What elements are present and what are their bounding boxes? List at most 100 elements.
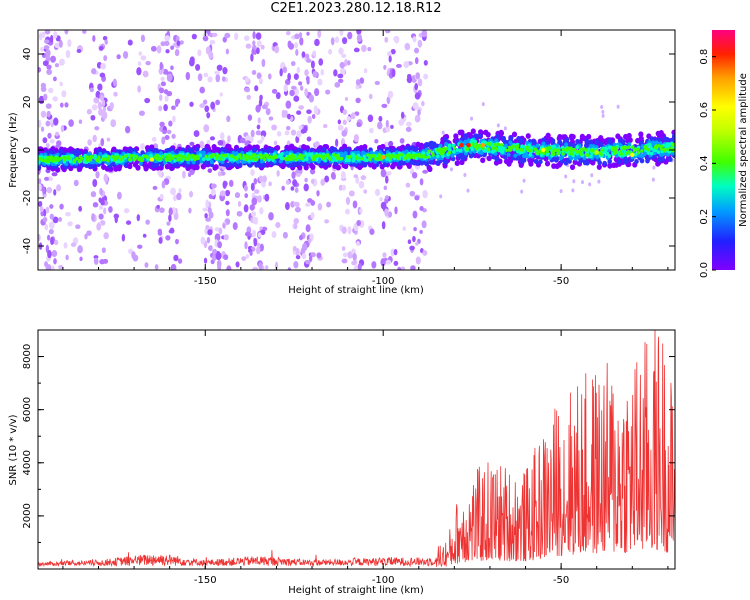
spectrogram-band-cell bbox=[116, 165, 122, 172]
spectrogram-noise-cell bbox=[359, 208, 363, 214]
spectrogram-noise-cell bbox=[279, 68, 283, 77]
spectrogram-band-cell bbox=[658, 130, 664, 136]
spectrogram-noise-cell bbox=[47, 234, 51, 241]
spectrogram-noise-cell bbox=[168, 229, 175, 234]
spectrogram-hotspot bbox=[380, 155, 386, 160]
spectrogram-noise-cell bbox=[243, 204, 249, 213]
spectrogram-noise-cell bbox=[290, 186, 295, 191]
spectrogram-noise-cell bbox=[250, 169, 255, 176]
spectrogram-band-cell bbox=[73, 158, 77, 163]
spectrogram-noise-cell bbox=[51, 172, 58, 177]
spectrogram-noise-cell bbox=[296, 130, 302, 138]
spectrogram-band-cell bbox=[463, 133, 469, 139]
spectrogram-noise-cell bbox=[170, 65, 174, 71]
spectrogram-noise-cell bbox=[262, 175, 267, 183]
spectrogram-noise-cell bbox=[356, 240, 360, 247]
spectrogram-noise-cell bbox=[341, 184, 346, 191]
spectrogram-noise-cell bbox=[412, 36, 417, 43]
spectrogram-band-cell bbox=[301, 154, 305, 158]
spectrogram-noise-cell bbox=[275, 221, 281, 229]
spectrogram-band-cell bbox=[506, 160, 512, 167]
spectrogram-noise-cell bbox=[341, 37, 348, 45]
spectrogram-noise-cell bbox=[339, 61, 345, 69]
spectrogram-noise-cell bbox=[168, 214, 172, 222]
spectrogram-band-cell bbox=[584, 153, 588, 157]
spectrogram-noise-cell bbox=[398, 119, 405, 126]
spectrogram-band-cell bbox=[198, 153, 203, 158]
spectrogram-noise-cell bbox=[226, 115, 231, 123]
spectrogram-noise-cell bbox=[294, 41, 299, 49]
spectrogram-noise-cell bbox=[304, 177, 308, 183]
spectrogram-noise-cell bbox=[295, 135, 300, 144]
spectrogram-band-cell bbox=[650, 151, 654, 156]
spectrogram-band-cell bbox=[360, 157, 364, 161]
spectrogram-noise-cell bbox=[415, 241, 419, 246]
spectrogram-band-cell bbox=[346, 155, 350, 159]
spectrogram-noise-cell bbox=[342, 252, 348, 258]
spectrogram-band-cell bbox=[572, 147, 577, 152]
spectrogram-noise-cell bbox=[174, 48, 180, 57]
spectrogram-noise-cell bbox=[308, 94, 315, 103]
spectrogram-noise-cell bbox=[222, 67, 228, 75]
spectrogram-noise-cell bbox=[140, 34, 146, 43]
spectrogram-noise-cell bbox=[55, 131, 60, 137]
spectrogram-noise-cell bbox=[380, 258, 386, 267]
spectrogram-noise-cell bbox=[344, 96, 349, 102]
spectrogram-noise-cell bbox=[222, 180, 228, 187]
spectrogram-noise-cell bbox=[330, 37, 335, 46]
spectrogram-noise-cell bbox=[197, 49, 202, 57]
spectrogram-noise-cell bbox=[94, 126, 100, 131]
spectrogram-noise-cell bbox=[217, 241, 222, 249]
spectrogram-noise-cell bbox=[151, 136, 157, 142]
spectrogram-noise-cell bbox=[38, 66, 42, 73]
spectrogram-noise-cell bbox=[601, 109, 605, 114]
spectrogram-noise-cell bbox=[345, 208, 350, 215]
spectrogram-noise-cell bbox=[159, 94, 163, 101]
spectrogram-band-cell bbox=[459, 129, 465, 136]
spectrogram-noise-cell bbox=[324, 219, 330, 224]
spectrogram-band-cell bbox=[649, 136, 655, 142]
spectrogram-noise-cell bbox=[390, 248, 395, 257]
spectrogram-noise-cell bbox=[306, 109, 312, 115]
spectrogram-noise-cell bbox=[165, 235, 171, 241]
spectrogram-band-cell bbox=[659, 144, 663, 149]
spectrogram-noise-cell bbox=[209, 39, 216, 45]
spectrogram-noise-cell bbox=[355, 176, 360, 184]
spectrogram-band-cell bbox=[480, 157, 486, 164]
colorbar-tick-label: 0.8 bbox=[699, 49, 710, 65]
spectrogram-hotspot bbox=[541, 147, 546, 153]
spectrogram-noise-cell bbox=[293, 95, 300, 102]
spectrogram-band-cell bbox=[590, 159, 596, 166]
spectrogram-noise-cell bbox=[371, 261, 377, 269]
spectrogram-noise-cell bbox=[99, 259, 105, 265]
spectrogram-noise-cell bbox=[254, 85, 259, 92]
spectrogram-band-cell bbox=[328, 157, 332, 161]
spectrogram-band-cell bbox=[501, 137, 506, 143]
spectrogram-noise-cell bbox=[421, 220, 427, 229]
spectrogram-noise-cell bbox=[67, 221, 73, 227]
spectrogram-noise-cell bbox=[145, 60, 151, 66]
spectrogram-noise-cell bbox=[317, 30, 322, 38]
spectrogram-noise-cell bbox=[385, 119, 389, 128]
spectrogram-band-cell bbox=[466, 146, 470, 151]
spectrogram-noise-cell bbox=[588, 182, 592, 187]
spectrogram-noise-cell bbox=[419, 229, 423, 234]
spectrogram-noise-cell bbox=[197, 73, 203, 82]
spectrogram-band-cell bbox=[511, 131, 518, 138]
spectrogram-band-cell bbox=[244, 157, 248, 162]
spectrogram-band-cell bbox=[438, 147, 442, 152]
spectrogram-noise-cell bbox=[176, 192, 182, 201]
spectrogram-noise-cell bbox=[38, 183, 42, 192]
spectrogram-noise-cell bbox=[355, 97, 361, 104]
spectrogram-noise-cell bbox=[403, 60, 410, 69]
spectrogram-noise-cell bbox=[70, 242, 77, 247]
spectrogram-noise-cell bbox=[45, 143, 50, 148]
spectrogram-noise-cell bbox=[385, 175, 389, 184]
spectrogram-noise-cell bbox=[65, 211, 71, 217]
spectrogram-noise-cell bbox=[97, 101, 103, 110]
spectrogram-band-cell bbox=[535, 143, 540, 148]
spectrogram-noise-cell bbox=[571, 188, 575, 193]
spectrogram-noise-cell bbox=[361, 44, 367, 53]
spectrogram-noise-cell bbox=[49, 204, 54, 209]
